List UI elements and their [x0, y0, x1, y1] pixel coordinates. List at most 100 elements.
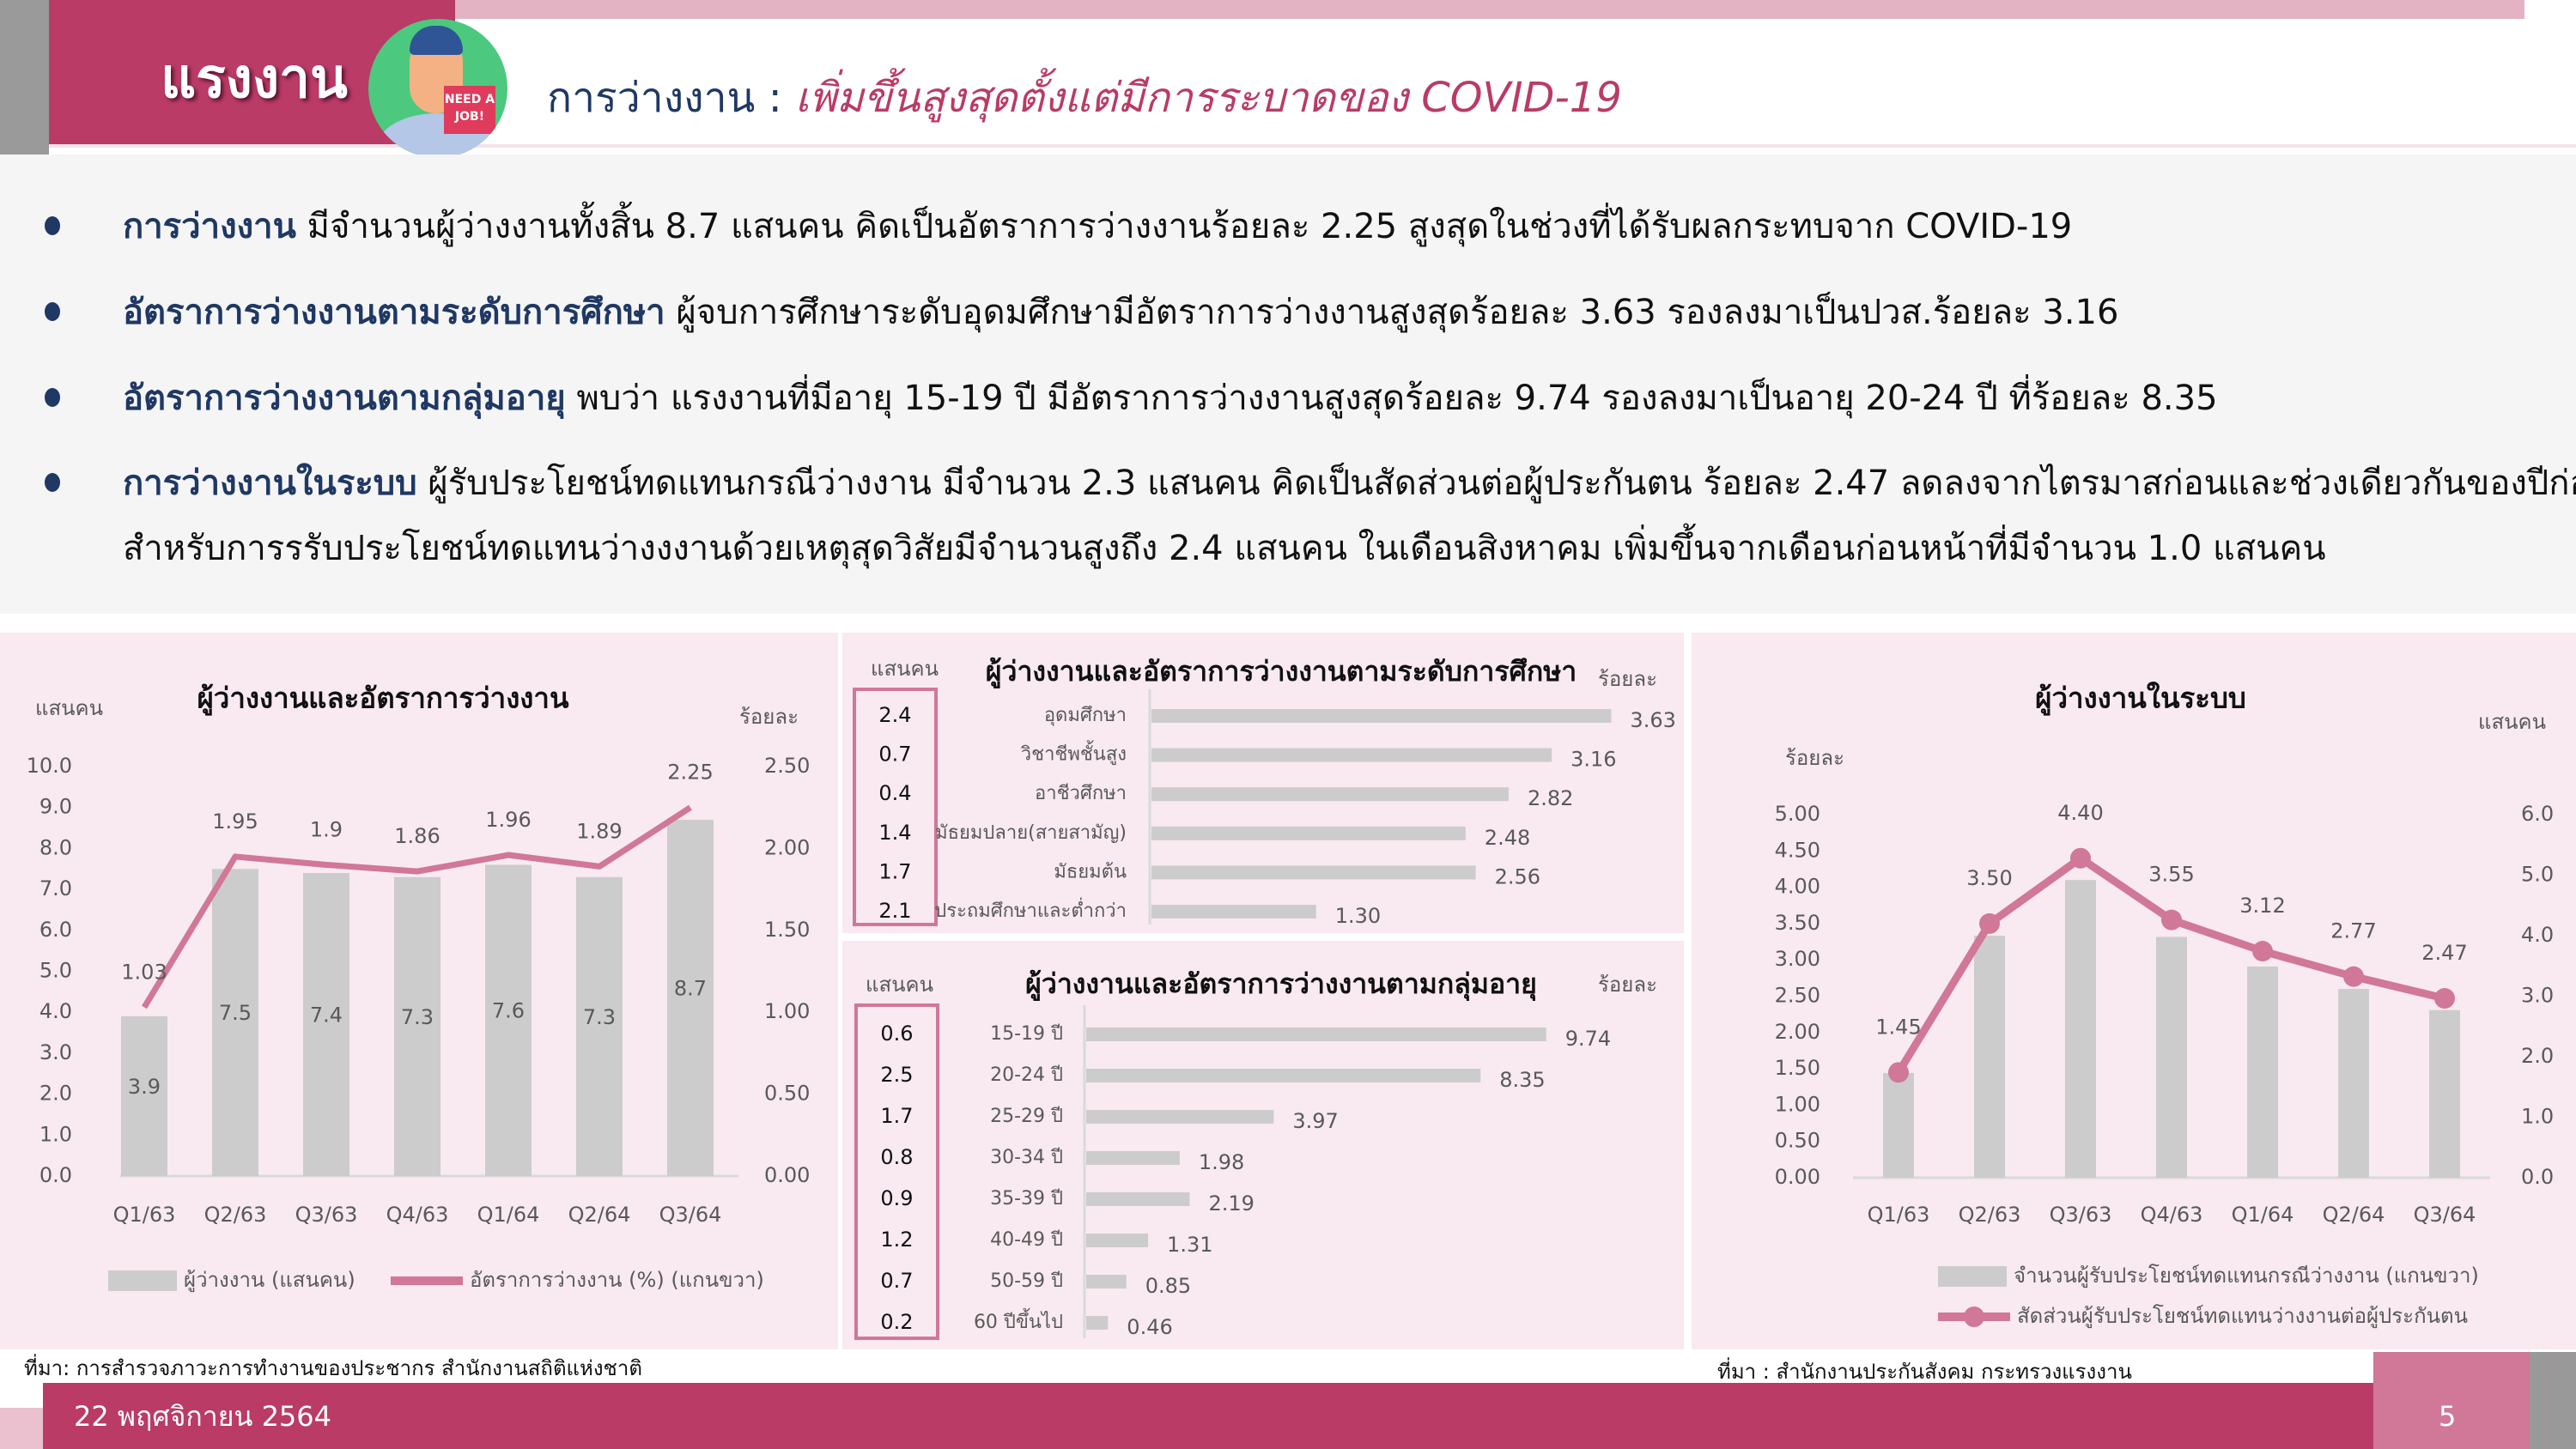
bar-label: 2.48 [1485, 826, 1530, 850]
unemployed-value: 2.5 [880, 1063, 913, 1087]
x-tick-label: Q3/63 [295, 1203, 358, 1227]
y-tick-left: 1.0 [39, 1122, 72, 1146]
line-label: 4.40 [2057, 801, 2103, 825]
x-tick-label: Q2/64 [568, 1203, 631, 1227]
header-divider [49, 144, 2576, 148]
category-label: 40-49 ปี [990, 1229, 1063, 1251]
bar-label: 2.56 [1495, 864, 1540, 888]
chart-title: ผู้ว่างงานและอัตราการว่างงานตามกลุ่มอายุ [1025, 967, 1537, 1002]
chart-age-svg: ผู้ว่างงานและอัตราการว่างงานตามกลุ่มอายุ… [854, 967, 1657, 1340]
bar [576, 876, 623, 1176]
y-tick-left: 0.00 [1775, 1165, 1820, 1189]
x-tick-label: Q3/63 [2050, 1203, 2112, 1227]
footer-page-block [2373, 1352, 2530, 1449]
bar-label: 2.82 [1528, 786, 1573, 810]
x-tick-label: Q3/64 [2414, 1203, 2476, 1227]
bar-label: 1.98 [1199, 1150, 1244, 1174]
line-marker [2434, 988, 2455, 1009]
category-label: 25-29 ปี [990, 1106, 1063, 1127]
bar-label: 3.97 [1292, 1109, 1338, 1133]
bar [2156, 937, 2187, 1178]
bar-label: 9.74 [1565, 1027, 1611, 1051]
left-gray-strip [0, 0, 49, 176]
line-label: 3.50 [1966, 866, 2012, 890]
page-title: การว่างงาน : เพิ่มขึ้นสูงสุดตั้งแต่มีการ… [547, 70, 1622, 125]
chart-title: ผู้ว่างงานและอัตราการว่างงานตามระดับการศ… [986, 655, 1577, 689]
y-tick-left: 1.50 [1775, 1056, 1820, 1080]
x-tick-label: Q4/63 [386, 1203, 449, 1227]
category-label: 35-39 ปี [990, 1188, 1063, 1210]
category-label: 50-59 ปี [990, 1270, 1063, 1292]
bar [1086, 1234, 1149, 1247]
footer-left-block [0, 1408, 43, 1449]
line-label: 2.77 [2330, 919, 2376, 943]
bar [303, 873, 349, 1176]
y-tick-left: 3.0 [39, 1040, 72, 1064]
unemployed-value: 0.9 [880, 1186, 913, 1210]
y-tick-right: 1.50 [764, 918, 810, 942]
bar [394, 876, 440, 1176]
unemployed-value: 0.2 [880, 1310, 913, 1334]
category-label: มัธยมปลาย(สายสามัญ) [935, 822, 1127, 844]
unemployed-value: 0.8 [880, 1145, 913, 1169]
bar [1151, 826, 1466, 840]
bar-label: 7.4 [310, 1003, 343, 1028]
category-label: ประถมศึกษาและต่ำกว่า [934, 897, 1127, 922]
job-seeker-avatar-icon: NEED A JOB! [368, 19, 507, 158]
bar-label: 3.63 [1630, 708, 1675, 732]
legend-bar-swatch [1938, 1266, 2007, 1287]
bar-label: 1.31 [1167, 1233, 1212, 1257]
bullet-icon [45, 473, 60, 492]
unemployed-value: 0.7 [878, 743, 911, 767]
line-marker [2252, 941, 2273, 962]
bullet-age: อัตราการว่างงานตามกลุ่มอายุ พบว่า แรงงาน… [123, 379, 2218, 418]
source-left: ที่มา: การสำรวจภาวะการทำงานของประชากร สำ… [24, 1356, 642, 1380]
unemployed-value: 0.4 [878, 781, 911, 805]
x-tick-label: Q2/64 [2323, 1203, 2385, 1227]
category-label: อาชีวศึกษา [1035, 783, 1127, 804]
unemployed-box [854, 1003, 939, 1340]
line-label: 1.95 [212, 809, 258, 834]
y-tick-left: 0.50 [1775, 1129, 1820, 1153]
footer-gray-block [2530, 1352, 2576, 1449]
chart-unemployment-rate: ผู้ว่างงานและอัตราการว่างงาน แสนคน ร้อยละ 0… [0, 633, 838, 1349]
bar [1974, 936, 2005, 1178]
unemployed-value: 2.4 [878, 703, 911, 727]
bar-label: 7.3 [583, 1005, 616, 1029]
y-tick-left: 5.0 [39, 959, 72, 983]
legend-bar-label: ผู้ว่างงาน (แสนคน) [184, 1268, 355, 1293]
bullet-icon [45, 216, 60, 235]
x-tick-label: Q3/64 [659, 1203, 722, 1227]
legend-bar-swatch [108, 1270, 177, 1291]
header-top-bar [455, 0, 2524, 19]
title-main: การว่างงาน : [547, 74, 782, 122]
line-label: 1.45 [1875, 1015, 1921, 1039]
line-label: 3.55 [2148, 863, 2194, 887]
line-label: 3.12 [2239, 894, 2285, 918]
y-tick-left: 9.0 [39, 795, 72, 819]
unemployed-value: 1.2 [880, 1228, 913, 1252]
unemployed-box [853, 688, 938, 926]
line-label: 2.25 [667, 761, 713, 785]
need-a-job-sign: NEED A JOB! [444, 86, 495, 134]
bar [121, 1016, 167, 1176]
bar [1151, 865, 1476, 880]
bar [1086, 1069, 1481, 1082]
bar-label: 7.5 [219, 1001, 252, 1025]
page-number: 5 [2439, 1400, 2457, 1433]
legend-line-label: สัดส่วนผู้รับประโยชน์ทดแทนว่างงานต่อผู้ป… [2017, 1304, 2468, 1329]
x-tick-label: Q1/64 [2232, 1203, 2294, 1227]
category-label: มัธยมต้น [1054, 861, 1127, 882]
footer-date: 22 พฤศจิกายน 2564 [74, 1400, 331, 1433]
chart-education-svg: ผู้ว่างงานและอัตราการว่างงานตามระดับการศ… [853, 655, 1676, 928]
unemployed-value: 1.4 [878, 821, 911, 845]
bar-label: 1.30 [1335, 904, 1381, 928]
bar [212, 869, 258, 1176]
chart-insured-unemployed: ผู้ว่างงานในระบบ ร้อยละ แสนคน 0.00 0.50 1.00 1… [1692, 633, 2576, 1349]
bullet-unemployment: การว่างงาน มีจำนวนผู้ว่างงานทั้งสิ้น 8.7… [123, 207, 2073, 246]
bar [1086, 1151, 1180, 1165]
bullet-insured-line2: สำหรับการรรับประโยชน์ทดแทนว่างงงานด้วยเห… [123, 529, 2326, 568]
y-tick-left: 2.00 [1775, 1020, 1820, 1044]
y-tick-left: 4.0 [39, 999, 72, 1023]
chart-title: ผู้ว่างงานและอัตราการว่างงาน [197, 682, 568, 717]
